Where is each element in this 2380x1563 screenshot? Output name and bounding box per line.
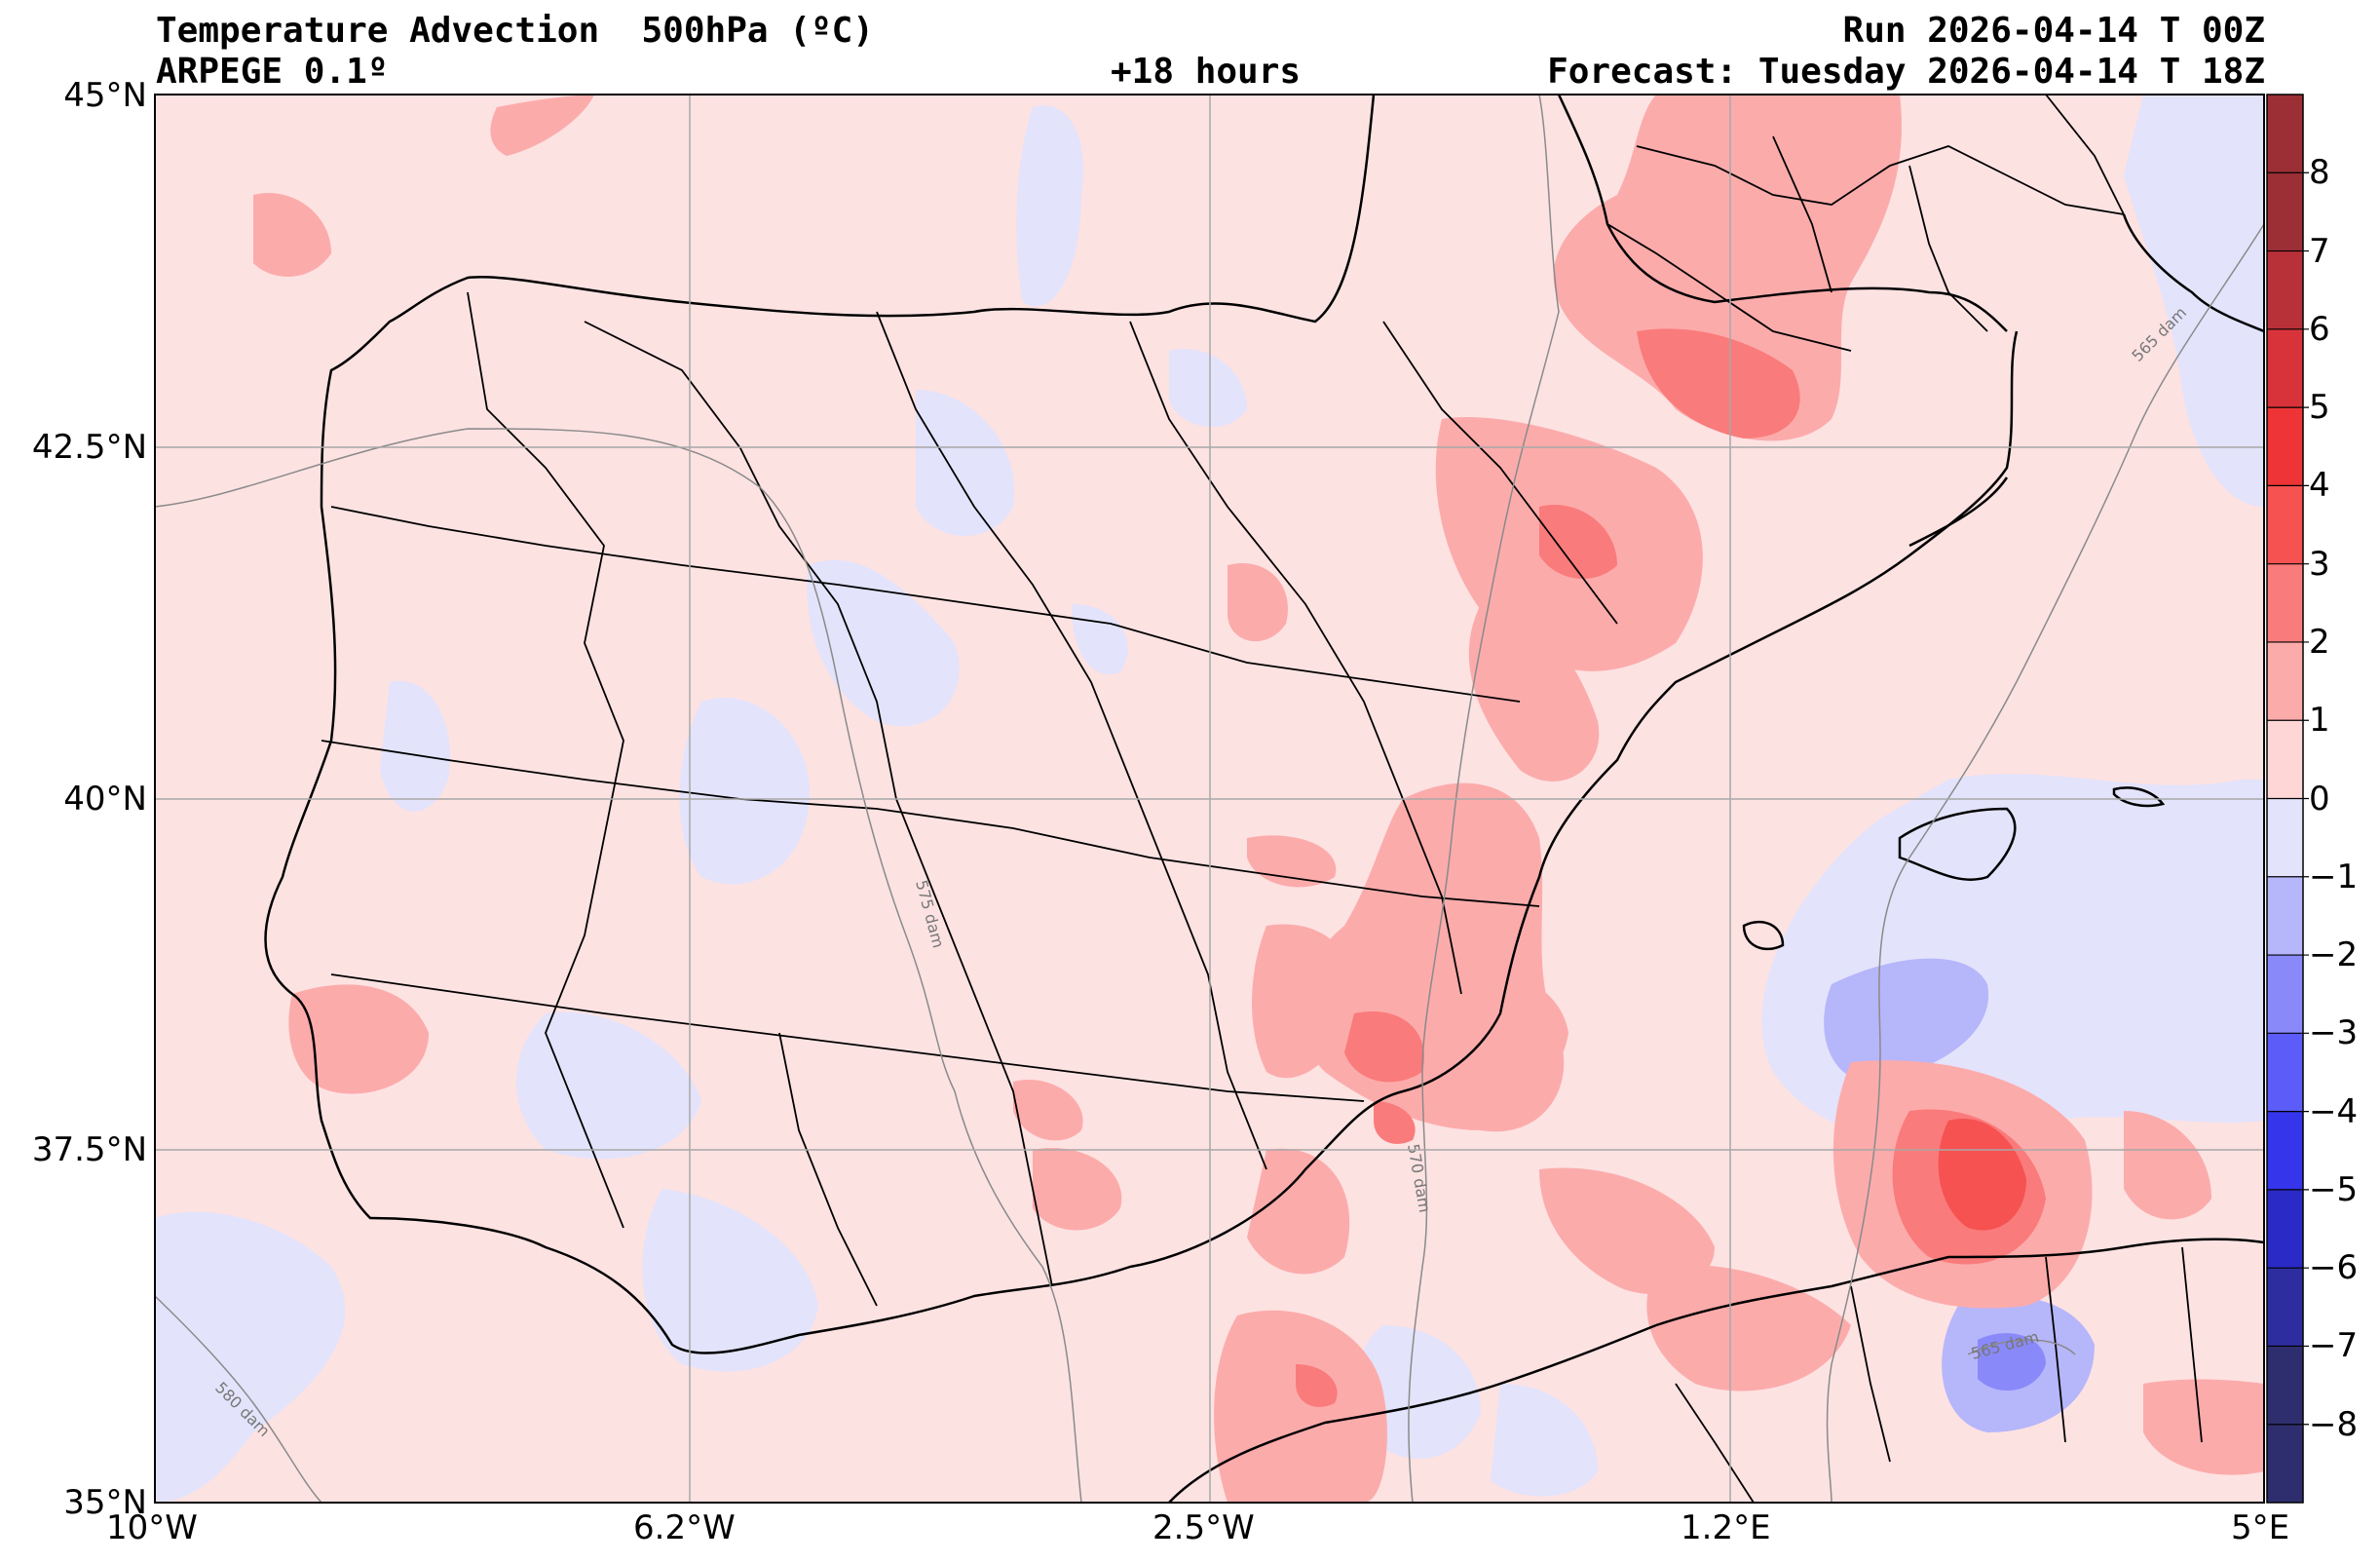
colorbar-segment [2267, 720, 2303, 799]
colorbar-tick-label: −4 [2309, 1091, 2359, 1131]
colorbar-segment [2267, 1033, 2303, 1113]
colorbar-tick-label: 8 [2309, 153, 2330, 193]
colorbar-segment [2267, 563, 2303, 643]
colorbar-tick-label: 6 [2309, 309, 2330, 349]
colorbar-tick-label: −1 [2309, 857, 2359, 896]
colorbar-segment [2267, 1424, 2303, 1504]
coastlines [264, 95, 2264, 1503]
lat-label-45n: 45°N [63, 76, 147, 115]
colorbar-segment [2267, 1111, 2303, 1191]
lat-label-35n: 35°N [63, 1483, 147, 1522]
lead-time: +18 hours [1111, 52, 1302, 92]
colorbar-frame [2266, 94, 2304, 1504]
advection-field [155, 95, 2264, 1503]
model-name: ARPEGE 0.1º [156, 52, 389, 92]
colorbar-segment [2267, 955, 2303, 1034]
colorbar-segment [2267, 1268, 2303, 1347]
lat-label-40n: 40°N [63, 780, 147, 819]
colorbar-tick-label: 4 [2309, 466, 2330, 506]
colorbar-tick-label: −3 [2309, 1013, 2359, 1053]
colorbar-segment [2267, 95, 2303, 173]
colorbar-tick-label: −6 [2309, 1248, 2359, 1288]
lon-label-5e: 5°E [2231, 1508, 2290, 1547]
map-title: Temperature Advection 500hPa (ºC) [156, 11, 874, 51]
colorbar-segment [2267, 328, 2303, 408]
colorbar-segment [2267, 641, 2303, 721]
warm-advection-moderate [253, 95, 2264, 1503]
lon-label-6-2w: 6.2°W [633, 1508, 736, 1547]
colorbar-segment [2267, 1346, 2303, 1426]
colorbar-segment [2267, 485, 2303, 565]
colorbar-tick-label: 7 [2309, 231, 2330, 271]
colorbar-tick-label: 2 [2309, 622, 2330, 662]
colorbar-segment [2267, 172, 2303, 252]
colorbar-tick-label: 3 [2309, 544, 2330, 584]
gridlines [155, 95, 2264, 1503]
warm-advection-core [1938, 1119, 2026, 1231]
colorbar-segment [2267, 250, 2303, 330]
colorbar-segment [2267, 407, 2303, 486]
colorbar-tick-label: −8 [2309, 1404, 2359, 1444]
colorbar-tick-label: 5 [2309, 388, 2330, 428]
colorbar-segment [2267, 876, 2303, 956]
lon-label-2-5w: 2.5°W [1152, 1508, 1255, 1547]
colorbar-tick-label: 1 [2309, 701, 2330, 741]
colorbar-tick-label: −2 [2309, 935, 2359, 975]
colorbar-tick-label: −7 [2309, 1326, 2359, 1366]
height-contours [155, 95, 2264, 1503]
lon-label-1-2e: 1.2°E [1681, 1508, 1771, 1547]
colorbar-tick-label: 0 [2309, 779, 2330, 819]
lon-label-10w: 10°W [106, 1508, 198, 1547]
cold-advection-light [155, 95, 2264, 1503]
lat-label-42-5n: 42.5°N [31, 428, 147, 467]
lat-label-37-5n: 37.5°N [31, 1130, 147, 1169]
colorbar-tick-label: −5 [2309, 1169, 2359, 1209]
run-time: Run 2026-04-14 T 00Z [1842, 11, 2265, 51]
province-borders [321, 95, 2203, 1503]
colorbar-segment [2267, 1189, 2303, 1269]
colorbar [2267, 95, 2309, 1504]
cold-advection-core [1978, 1333, 2046, 1391]
colorbar-segment [2267, 798, 2303, 878]
map-frame [154, 94, 2265, 1504]
forecast-time: Forecast: Tuesday 2026-04-14 T 18Z [1547, 52, 2265, 92]
